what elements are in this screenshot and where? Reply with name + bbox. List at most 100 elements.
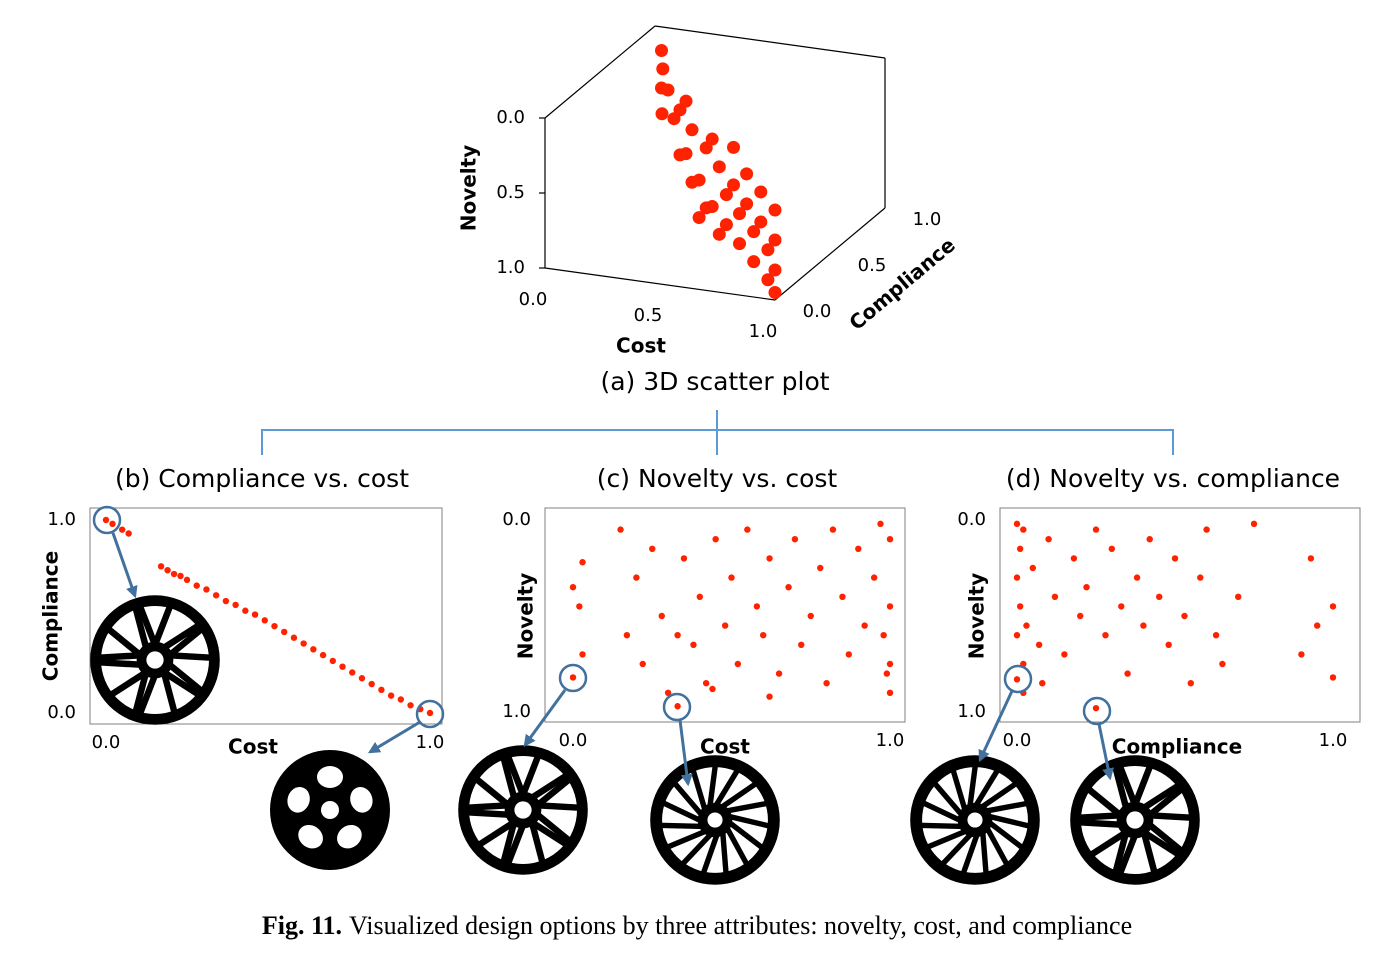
point (886, 660, 894, 668)
x-tick-label: 0.0 (559, 730, 588, 751)
point (760, 632, 767, 639)
point (109, 520, 116, 528)
point (1108, 545, 1116, 552)
x-tick-label: 1.0 (1319, 730, 1348, 751)
point (661, 83, 675, 97)
point (319, 651, 327, 659)
y-tick-label: 0.0 (47, 702, 76, 723)
point (1013, 520, 1021, 528)
point (387, 692, 395, 699)
point (329, 657, 336, 665)
point (407, 702, 414, 709)
point (579, 651, 586, 658)
arrow (1097, 723, 1114, 781)
point (119, 526, 126, 533)
point (1165, 641, 1172, 648)
point (569, 674, 577, 681)
point (712, 536, 719, 543)
point (1146, 536, 1153, 543)
point (766, 693, 773, 700)
point (1156, 593, 1163, 600)
point (685, 175, 699, 189)
y-tick-label: 0.0 (957, 509, 986, 530)
point (692, 211, 706, 225)
point (1187, 680, 1195, 687)
point (674, 703, 681, 710)
point (358, 675, 366, 682)
point (886, 689, 894, 696)
point (845, 651, 852, 658)
point (1124, 670, 1131, 677)
caption-label: Fig. 11. (262, 911, 342, 940)
arrow (367, 720, 421, 754)
point (281, 628, 288, 636)
point (877, 520, 884, 528)
y-tick-label: 0.0 (502, 509, 531, 530)
point (740, 167, 754, 181)
point (734, 660, 742, 668)
highlight-circle (662, 692, 692, 722)
point (1016, 603, 1024, 610)
point (728, 574, 735, 581)
point (785, 584, 792, 591)
point (1092, 526, 1100, 533)
point (1013, 632, 1021, 639)
point (768, 203, 782, 217)
point (349, 669, 356, 676)
point (685, 123, 699, 137)
arrow (111, 532, 138, 599)
point (709, 685, 716, 693)
point (766, 555, 773, 562)
point (823, 680, 830, 687)
y-tick-label: 0.0 (803, 301, 832, 322)
point (754, 215, 768, 229)
point (1045, 536, 1052, 543)
x-tick-label: 0.0 (1003, 730, 1032, 751)
x-tick-label: 0.0 (519, 289, 548, 310)
connector (261, 410, 1174, 455)
point (702, 680, 710, 687)
point (680, 555, 688, 562)
x-axis-label: Compliance (1112, 735, 1242, 759)
x-axis-label: Cost (616, 334, 666, 358)
point (658, 612, 665, 620)
point (839, 593, 846, 600)
y-tick-label: 1.0 (957, 701, 986, 722)
highlight-circle (92, 505, 122, 535)
point (1077, 612, 1084, 620)
arrow (523, 689, 567, 747)
x-axis-label: Cost (228, 735, 278, 759)
highlight-circle (415, 699, 445, 729)
point (212, 592, 220, 599)
point (1307, 555, 1315, 562)
arrow (678, 719, 693, 787)
point (378, 686, 385, 694)
highlight-circle (1003, 664, 1033, 694)
point (1070, 555, 1078, 562)
chart-title: (a) 3D scatter plot (600, 367, 829, 396)
axis-box-edge (544, 267, 776, 301)
point (883, 670, 891, 677)
point (1061, 651, 1068, 658)
point (655, 44, 668, 57)
point (1329, 674, 1337, 681)
point (733, 237, 746, 251)
y-axis-label: Compliance (39, 551, 63, 681)
point (1203, 526, 1210, 533)
point (222, 597, 230, 605)
wheel-design (90, 595, 220, 725)
caption: Fig. 11. Visualized design options by thr… (262, 911, 1132, 940)
point (633, 574, 640, 581)
point (1197, 574, 1204, 581)
point (177, 572, 184, 580)
x-tick-label: 0.0 (92, 732, 121, 753)
point (1035, 641, 1043, 648)
point (251, 611, 259, 618)
point (1212, 632, 1220, 639)
plot-frame (544, 507, 906, 723)
x-tick-label: 1.0 (876, 730, 905, 751)
point (1020, 526, 1027, 533)
wheel-design (270, 750, 390, 870)
point (623, 632, 631, 639)
point (1298, 651, 1305, 658)
